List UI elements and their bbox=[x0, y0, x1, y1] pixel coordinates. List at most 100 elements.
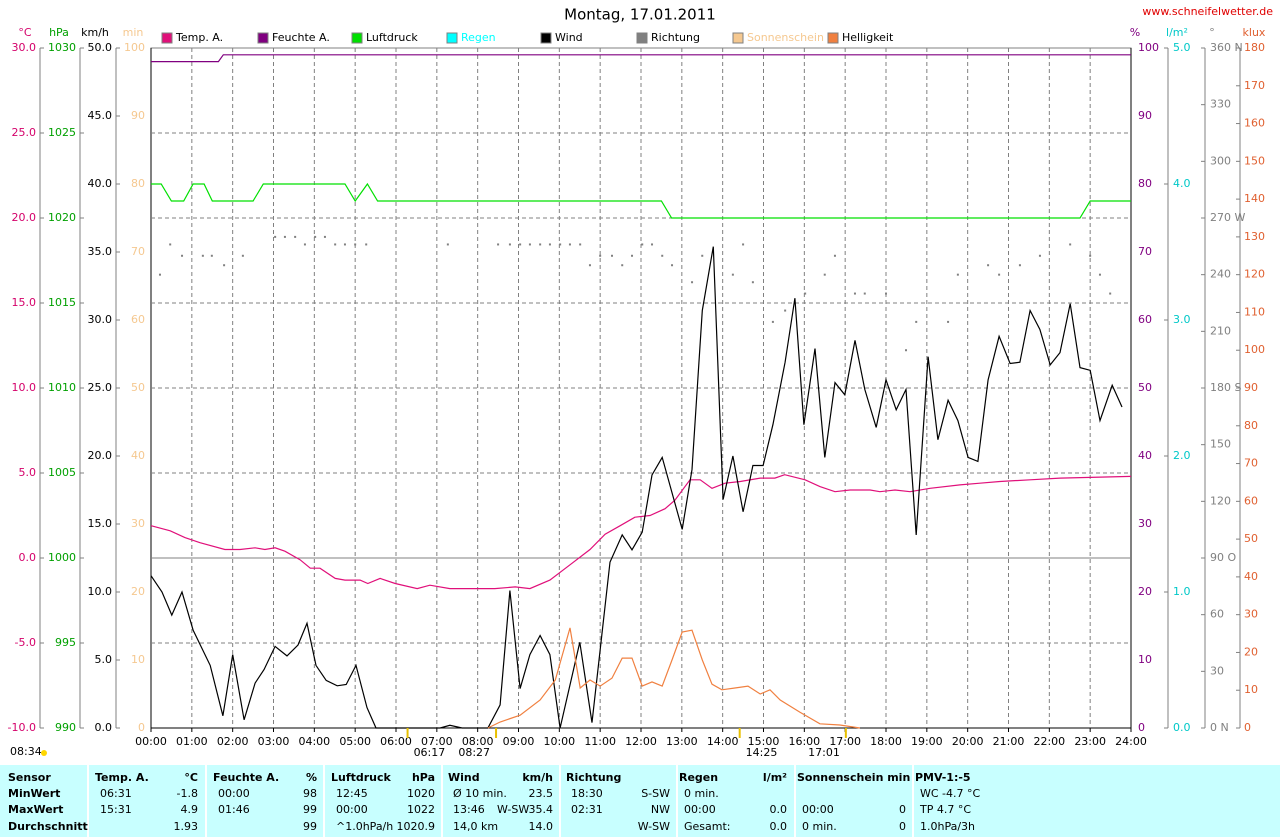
table-cell: S-SW bbox=[641, 787, 670, 800]
y-tick-label: 15.0 bbox=[12, 296, 37, 309]
table-cell: 14,0 km bbox=[453, 820, 498, 833]
legend-label: Helligkeit bbox=[842, 31, 894, 44]
y-tick-label: 0 N bbox=[1210, 721, 1229, 734]
y-tick-label: 5.0 bbox=[95, 653, 113, 666]
y-tick-label: 10 bbox=[1138, 653, 1152, 666]
legend-swatch bbox=[732, 32, 744, 44]
x-tick-label: 14:00 bbox=[707, 735, 739, 748]
y-tick-label: 30 bbox=[1244, 608, 1258, 621]
x-tick-label: 08:00 bbox=[462, 735, 494, 748]
y-tick-label: 3.0 bbox=[1173, 313, 1191, 326]
direction-dot bbox=[559, 243, 562, 246]
axis-title: % bbox=[1130, 26, 1140, 39]
series-line bbox=[151, 182, 1131, 219]
table-header: l/m² bbox=[763, 771, 787, 784]
y-tick-label: 120 bbox=[1210, 494, 1231, 507]
legend-label: Regen bbox=[461, 31, 496, 44]
direction-dot bbox=[742, 243, 745, 246]
table-cell: MaxWert bbox=[8, 803, 63, 816]
y-tick-label: 5.0 bbox=[19, 466, 37, 479]
y-tick-label: 20 bbox=[131, 585, 145, 598]
table-cell: 0.0 bbox=[770, 803, 788, 816]
y-tick-label: 0 bbox=[138, 721, 145, 734]
sun-time: 08:27 bbox=[458, 746, 490, 759]
table-cell: 0 min. bbox=[684, 787, 719, 800]
table-cell: 0 min. bbox=[802, 820, 837, 833]
direction-dot bbox=[771, 320, 774, 323]
axis-title: min bbox=[123, 26, 144, 39]
table-header: Sonnenschein min bbox=[797, 771, 910, 784]
table-cell: 1.0hPa/3h bbox=[920, 820, 975, 833]
legend-label: Luftdruck bbox=[366, 31, 418, 44]
direction-dot bbox=[987, 264, 990, 267]
direction-dot bbox=[1098, 273, 1101, 276]
direction-dot bbox=[641, 243, 644, 246]
y-tick-label: 70 bbox=[1244, 457, 1258, 470]
direction-dot bbox=[947, 320, 950, 323]
table-cell: TP 4.7 °C bbox=[919, 803, 971, 816]
y-tick-label: 20.0 bbox=[88, 449, 113, 462]
y-tick-label: 60 bbox=[1210, 608, 1224, 621]
series-line bbox=[150, 474, 1132, 590]
table-cell: Durchschnitt bbox=[8, 820, 88, 833]
x-tick-label: 18:00 bbox=[870, 735, 902, 748]
y-tick-label: 0.0 bbox=[19, 551, 37, 564]
direction-dot bbox=[671, 264, 674, 267]
legend-swatch bbox=[446, 32, 458, 44]
direction-dot bbox=[1038, 254, 1041, 257]
y-tick-label: 80 bbox=[1244, 419, 1258, 432]
y-tick-label: 50 bbox=[1244, 532, 1258, 545]
direction-dot bbox=[508, 243, 511, 246]
y-tick-label: 80 bbox=[131, 177, 145, 190]
legend-swatch bbox=[351, 32, 363, 44]
y-tick-label: 150 bbox=[1244, 154, 1265, 167]
y-tick-label: 110 bbox=[1244, 305, 1265, 318]
direction-dot bbox=[519, 243, 522, 246]
y-tick-label: 10 bbox=[131, 653, 145, 666]
x-tick-label: 06:00 bbox=[380, 735, 412, 748]
table-header: % bbox=[306, 771, 317, 784]
x-tick-label: 17:00 bbox=[829, 735, 861, 748]
legend-label: Wind bbox=[555, 31, 583, 44]
legend-label: Sonnenschein bbox=[747, 31, 824, 44]
table-cell: 23.5 bbox=[529, 787, 554, 800]
corner-time: 08:34 bbox=[10, 745, 42, 758]
table-cell: 98 bbox=[303, 787, 317, 800]
x-tick-label: 00:00 bbox=[135, 735, 167, 748]
legend-label: Temp. A. bbox=[175, 31, 223, 44]
direction-dot bbox=[885, 292, 887, 295]
y-tick-label: 0 bbox=[1138, 721, 1145, 734]
y-tick-label: 40 bbox=[1244, 570, 1258, 583]
table-cell: 4.9 bbox=[181, 803, 199, 816]
series-line bbox=[151, 54, 1131, 63]
y-tick-label: 150 bbox=[1210, 438, 1231, 451]
direction-dot bbox=[568, 243, 571, 246]
x-tick-label: 05:00 bbox=[339, 735, 371, 748]
table-cell: 12:45 bbox=[336, 787, 368, 800]
direction-dot bbox=[621, 264, 624, 267]
table-cell: -1.8 bbox=[177, 787, 198, 800]
table-header: PMV-1:-5 bbox=[915, 771, 971, 784]
direction-dot bbox=[169, 243, 172, 246]
legend-swatch bbox=[827, 32, 839, 44]
legend-swatch bbox=[257, 32, 269, 44]
y-tick-label: 210 bbox=[1210, 324, 1231, 337]
y-tick-label: 240 bbox=[1210, 268, 1231, 281]
table-header: Temp. A. bbox=[95, 771, 149, 784]
direction-dot bbox=[343, 243, 346, 246]
direction-dot bbox=[528, 243, 531, 246]
y-tick-label: 20 bbox=[1244, 645, 1258, 658]
axis-title: °C bbox=[18, 26, 32, 39]
table-cell: W-SW bbox=[497, 803, 529, 816]
table-header: hPa bbox=[412, 771, 435, 784]
legend-swatch bbox=[540, 32, 552, 44]
sun-time: 14:25 bbox=[746, 746, 778, 759]
table-header: Wind bbox=[448, 771, 480, 784]
table-header: Regen bbox=[679, 771, 718, 784]
y-tick-label: 5.0 bbox=[1173, 41, 1191, 54]
table-header: km/h bbox=[522, 771, 553, 784]
y-tick-label: 1005 bbox=[48, 466, 76, 479]
table-cell: 13:46 bbox=[453, 803, 485, 816]
table-cell: WC -4.7 °C bbox=[920, 787, 981, 800]
